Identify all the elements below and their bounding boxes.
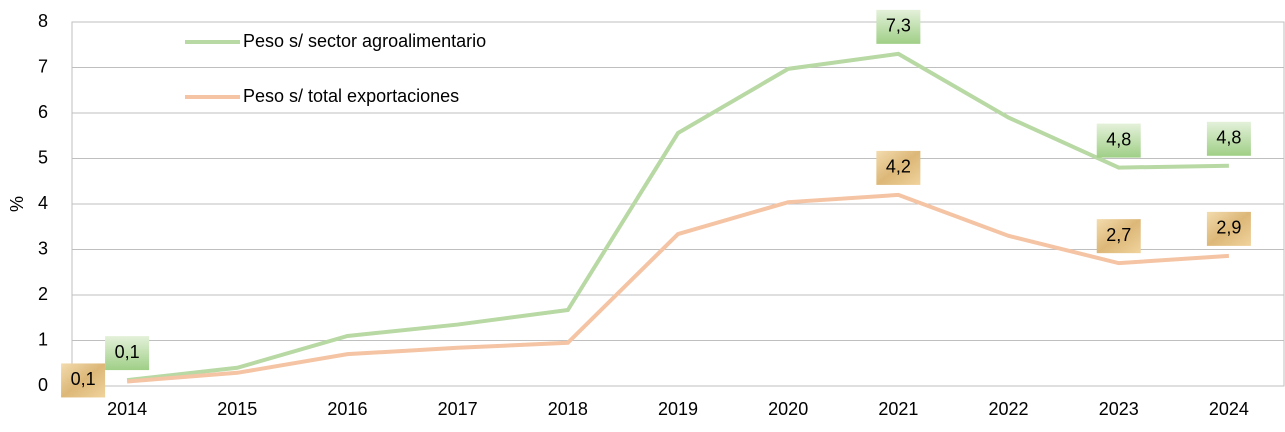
value-label: 2,7 [1106, 225, 1131, 245]
x-tick-label: 2015 [217, 399, 257, 419]
series-line [126, 192, 1230, 384]
y-tick-label: 8 [38, 11, 48, 31]
value-label-box [1206, 211, 1251, 246]
value-label: 2,9 [1216, 218, 1241, 238]
y-tick-label: 4 [38, 193, 48, 213]
value-label-box [1096, 219, 1141, 254]
y-axis-label: % [7, 196, 27, 212]
x-tick-label: 2022 [989, 399, 1029, 419]
y-tick-label: 2 [38, 284, 48, 304]
x-tick-label: 2018 [548, 399, 588, 419]
value-label: 0,1 [115, 342, 140, 362]
y-tick-label: 6 [38, 102, 48, 122]
value-label: 4,8 [1216, 128, 1241, 148]
x-tick-label: 2014 [107, 399, 147, 419]
value-label-box [105, 336, 150, 371]
x-tick-label: 2024 [1209, 399, 1249, 419]
y-tick-label: 5 [38, 147, 48, 167]
x-tick-label: 2023 [1099, 399, 1139, 419]
value-label-box [876, 150, 921, 185]
value-label: 4,2 [886, 157, 911, 177]
y-tick-label: 7 [38, 56, 48, 76]
y-tick-label: 0 [38, 375, 48, 395]
x-tick-label: 2019 [658, 399, 698, 419]
value-label-box [61, 363, 106, 398]
legend-label: Peso s/ sector agroalimentario [243, 31, 486, 51]
x-tick-label: 2017 [438, 399, 478, 419]
value-label: 7,3 [886, 16, 911, 36]
y-tick-label: 1 [38, 329, 48, 349]
value-label-box [1096, 123, 1141, 158]
x-tick-label: 2016 [327, 399, 367, 419]
value-label: 0,1 [71, 369, 96, 389]
value-label-box [1206, 121, 1251, 156]
value-label: 4,8 [1106, 129, 1131, 149]
x-tick-label: 2020 [768, 399, 808, 419]
y-tick-label: 3 [38, 238, 48, 258]
series-line [126, 51, 1229, 383]
plot-border [71, 21, 1285, 387]
x-tick-label: 2021 [878, 399, 918, 419]
legend-label: Peso s/ total exportaciones [243, 86, 459, 106]
value-label-box [876, 9, 921, 44]
